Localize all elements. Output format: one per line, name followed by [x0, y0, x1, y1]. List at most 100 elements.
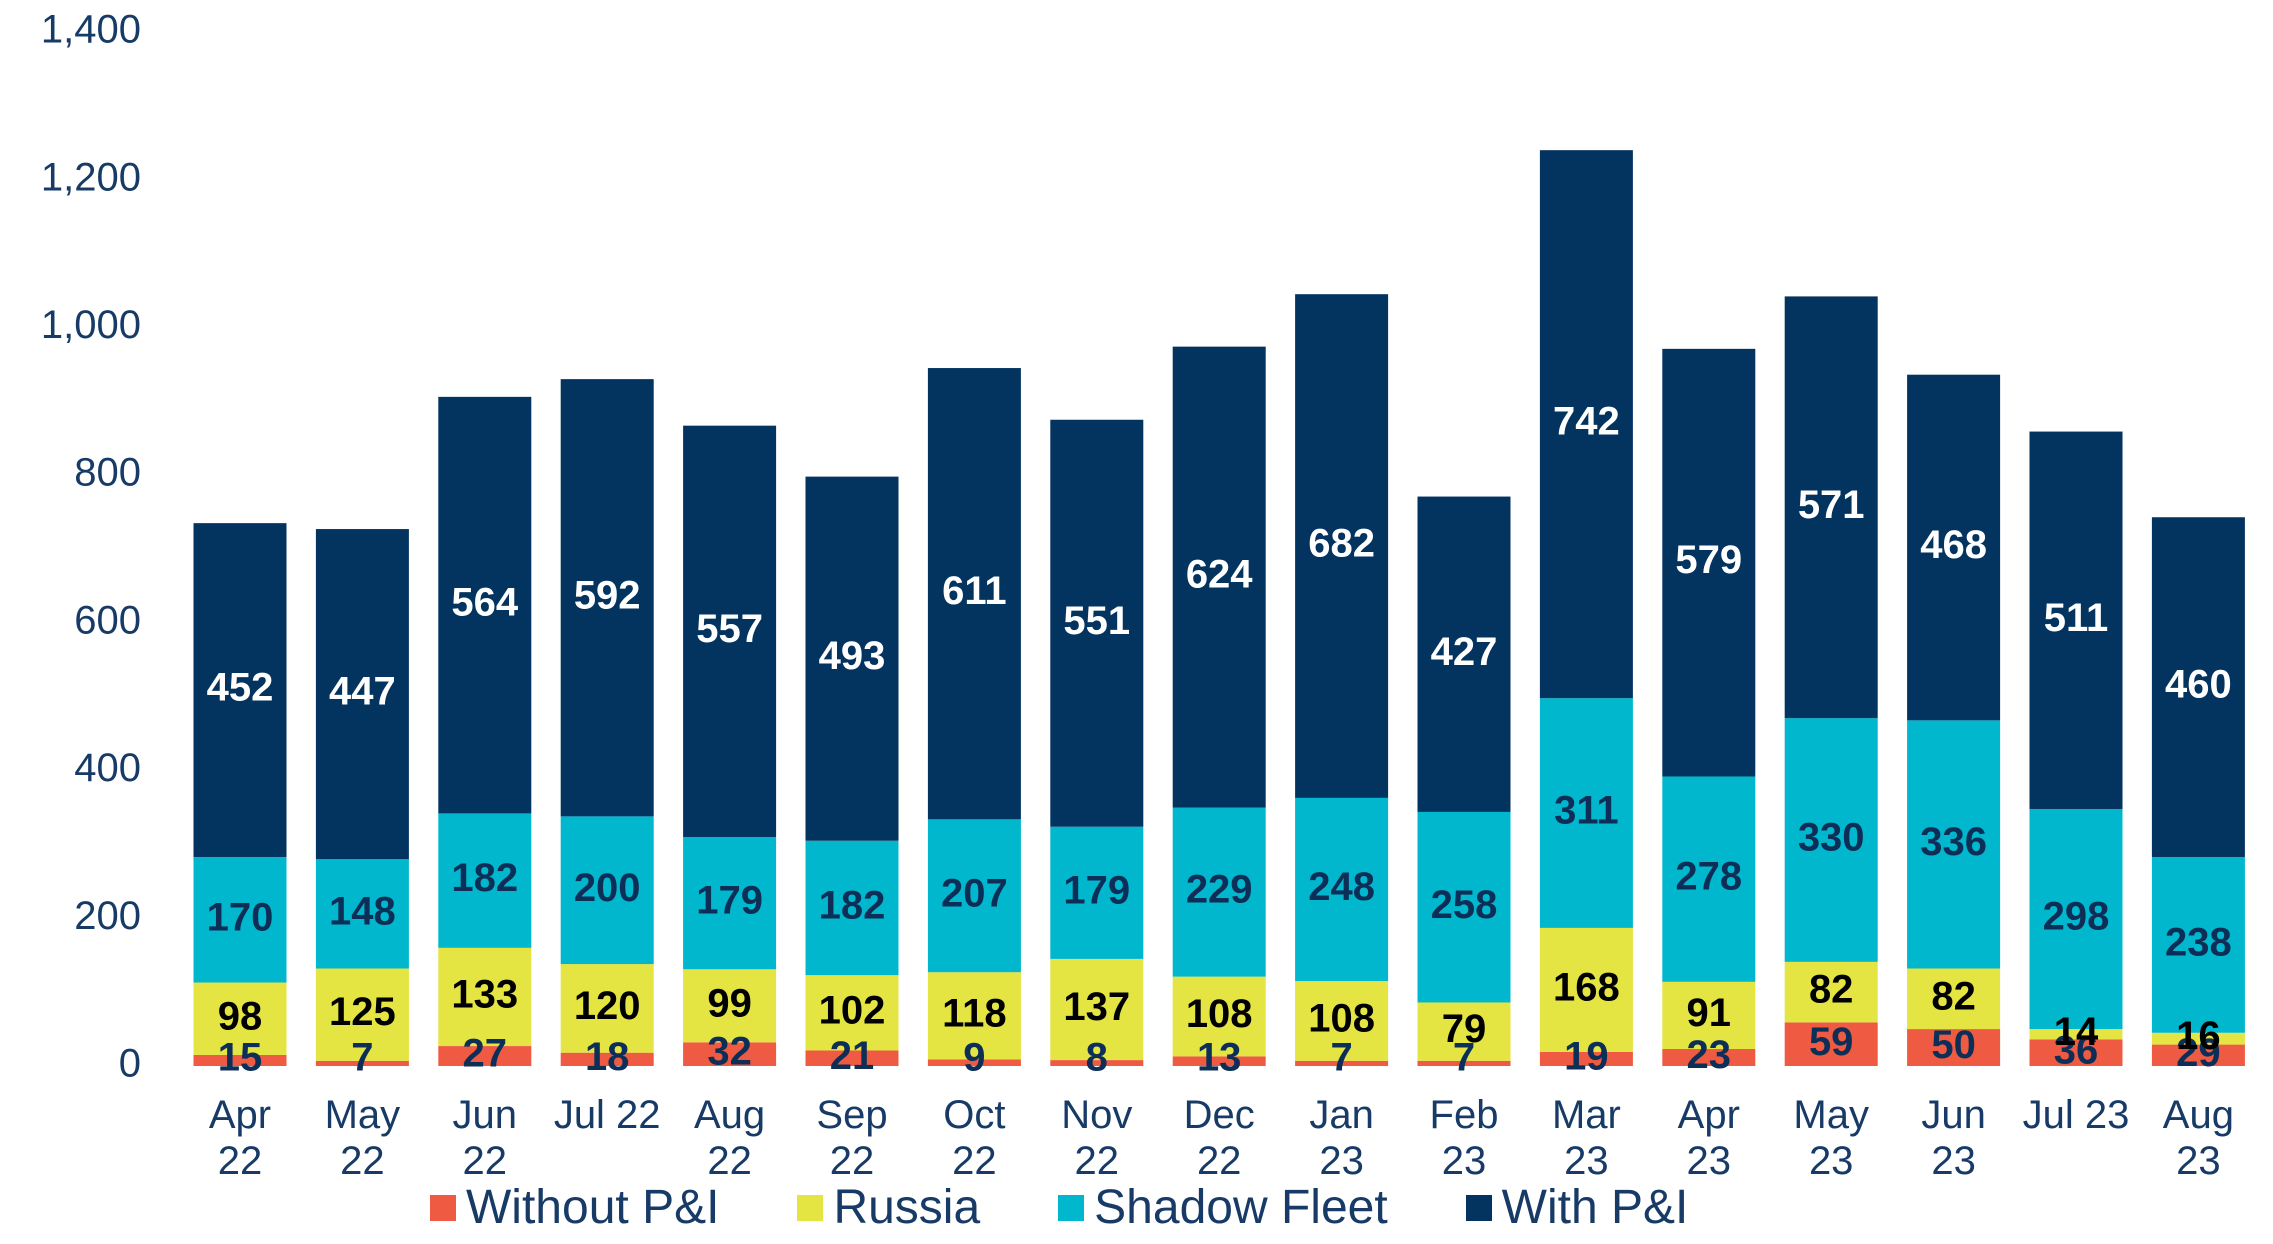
bar-segment	[1417, 1002, 1511, 1061]
data-label: 79	[1442, 1007, 1487, 1051]
legend-item: Without P&I	[430, 1180, 719, 1235]
data-label: 133	[451, 973, 518, 1017]
bar-segment	[315, 968, 409, 1061]
bar-segment	[438, 1046, 532, 1066]
x-tick-label: Aug 23	[2162, 1093, 2234, 1183]
data-label: 298	[2043, 895, 2110, 939]
data-label: 207	[941, 871, 1008, 915]
y-tick-label: 0	[119, 1042, 141, 1086]
data-label: 592	[574, 573, 641, 617]
data-label: 611	[942, 569, 1007, 613]
data-label: 82	[1931, 974, 1976, 1018]
bar-segment	[2029, 431, 2123, 809]
x-tick-label: May 23	[1793, 1093, 1869, 1183]
data-label: 311	[1554, 789, 1619, 833]
legend-swatch	[797, 1194, 824, 1221]
bar-segment	[1662, 981, 1756, 1050]
legend-item: With P&I	[1465, 1180, 1688, 1235]
bar-segment	[2151, 1044, 2245, 1066]
bar-segment	[1295, 1060, 1389, 1066]
data-label: 21	[830, 1034, 875, 1078]
bar-segment	[1050, 1060, 1144, 1066]
data-label: 9	[963, 1036, 985, 1080]
data-label: 99	[707, 981, 752, 1025]
bar-segment	[560, 816, 654, 965]
data-label: 102	[819, 988, 886, 1032]
bar-segment	[1172, 1056, 1266, 1066]
bar-segment	[1539, 1051, 1633, 1066]
data-label: 579	[1675, 538, 1742, 582]
legend-label: Without P&I	[466, 1181, 720, 1234]
data-label: 511	[2044, 596, 2109, 640]
data-label: 13	[1197, 1036, 1242, 1080]
bar-segment	[1050, 419, 1144, 827]
data-label: 91	[1687, 991, 1732, 1035]
data-label: 564	[451, 581, 518, 625]
bar-segment	[560, 964, 654, 1053]
data-label: 8	[1086, 1036, 1108, 1080]
data-label: 32	[707, 1030, 752, 1074]
data-label: 427	[1431, 630, 1498, 674]
bar-segment	[560, 379, 654, 817]
bar-segment	[1295, 797, 1389, 982]
bar-segment	[1172, 807, 1266, 977]
x-tick-label: Aug 22	[694, 1093, 766, 1183]
bar-segment	[927, 972, 1021, 1060]
data-label: 59	[1809, 1020, 1854, 1064]
bar-segment	[438, 396, 532, 814]
data-label: 624	[1186, 553, 1253, 597]
bar-segment	[1295, 981, 1389, 1061]
data-label: 682	[1308, 522, 1375, 566]
bar-segment	[1907, 374, 2001, 721]
bar-segment	[1539, 927, 1633, 1052]
data-label: 16	[2176, 1014, 2221, 1058]
y-tick-label: 200	[74, 894, 141, 938]
data-label: 82	[1809, 968, 1854, 1012]
bar-segment	[193, 856, 287, 983]
bar-segment	[1662, 776, 1756, 982]
data-label: 168	[1553, 965, 1620, 1009]
bar-segment	[2029, 1039, 2123, 1066]
bar-segment	[1784, 718, 1878, 962]
bar-segment	[2029, 1029, 2123, 1040]
bar-segment	[438, 813, 532, 948]
data-label: 460	[2165, 663, 2232, 707]
bar-segment	[2029, 808, 2123, 1030]
bar-segment	[1907, 1029, 2001, 1066]
data-label: 108	[1308, 997, 1375, 1041]
bar-segment	[1050, 958, 1144, 1061]
bar-segment	[927, 368, 1021, 820]
bar-segment	[2151, 1032, 2245, 1045]
bar-segment	[1172, 976, 1266, 1057]
y-tick-label: 800	[74, 451, 141, 495]
y-tick-label: 600	[74, 598, 141, 642]
data-label: 98	[218, 994, 263, 1038]
y-tick-label: 1,200	[41, 155, 141, 199]
data-label: 170	[207, 895, 274, 939]
legend-swatch	[1465, 1194, 1492, 1221]
data-label: 278	[1675, 855, 1742, 899]
data-label: 248	[1308, 865, 1375, 909]
x-tick-label: Apr 22	[208, 1093, 272, 1183]
bar-segment	[927, 1059, 1021, 1066]
bar-segment	[1417, 496, 1511, 812]
y-tick-label: 400	[74, 746, 141, 790]
data-label: 7	[1330, 1036, 1352, 1080]
data-label: 15	[218, 1036, 263, 1080]
legend-swatch	[1058, 1194, 1085, 1221]
data-label: 179	[1063, 868, 1130, 912]
bar-segment	[1539, 150, 1633, 699]
bar-segment	[683, 1042, 777, 1066]
data-label: 229	[1186, 868, 1253, 912]
legend-label: Shadow Fleet	[1094, 1181, 1388, 1234]
x-tick-label: Sep 22	[816, 1093, 888, 1183]
bar-segment	[683, 425, 777, 838]
data-label: 493	[819, 634, 886, 678]
data-label: 23	[1687, 1033, 1732, 1077]
x-tick-label: Nov 22	[1061, 1093, 1133, 1183]
bar-segment	[315, 1060, 409, 1066]
bar-segment	[683, 837, 777, 970]
bar-segment	[1295, 294, 1389, 798]
data-label: 19	[1564, 1035, 1609, 1079]
